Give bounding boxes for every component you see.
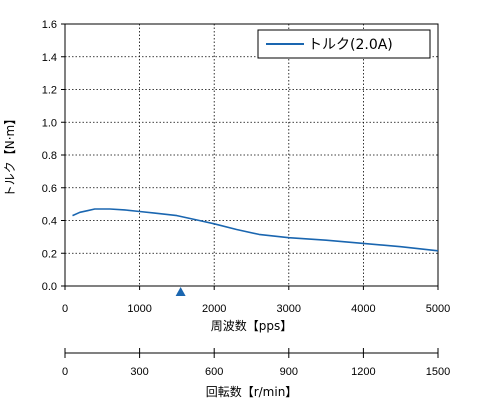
x-tick-label: 4000 [351,303,375,315]
x-axis-label: 周波数【pps】 [211,318,293,333]
x-tick-label: 2000 [202,303,226,315]
y-tick-label: 0.8 [42,150,57,162]
y-tick-label: 1.4 [42,52,57,64]
secondary-tick-label: 300 [130,366,148,378]
y-tick-label: 0.6 [42,183,57,195]
secondary-tick-label: 900 [280,366,298,378]
y-tick-label: 0.2 [42,248,57,260]
y-tick-label: 0.0 [42,281,57,293]
y-tick-label: 0.4 [42,216,57,228]
x-tick-label: 1000 [127,303,151,315]
secondary-tick-label: 1500 [426,366,450,378]
x-tick-label: 5000 [426,303,450,315]
legend-label: トルク(2.0A) [308,37,393,53]
secondary-tick-label: 0 [62,366,68,378]
secondary-x-axis-label: 回転数【r/min】 [206,384,298,399]
secondary-tick-label: 1200 [351,366,375,378]
y-axis-ticks: 0.0 0.2 0.4 0.6 0.8 1.0 1.2 1.4 1.6 [42,19,65,293]
legend: トルク(2.0A) [257,29,431,59]
x-tick-label: 3000 [277,303,301,315]
speed-marker-triangle [175,287,186,296]
x-axis-ticks: 0 1000 2000 3000 4000 5000 [62,286,450,315]
secondary-x-axis: 0 300 600 900 1200 1500 [62,348,450,378]
series-group [72,208,439,252]
y-axis-label: トルク【N·m】 [3,113,17,197]
secondary-tick-label: 600 [205,366,223,378]
y-tick-label: 1.2 [42,85,57,97]
series-line [72,208,439,252]
x-tick-label: 0 [62,303,68,315]
y-tick-label: 1.6 [42,19,57,31]
grid-lines [65,24,438,286]
y-tick-label: 1.0 [42,117,57,129]
